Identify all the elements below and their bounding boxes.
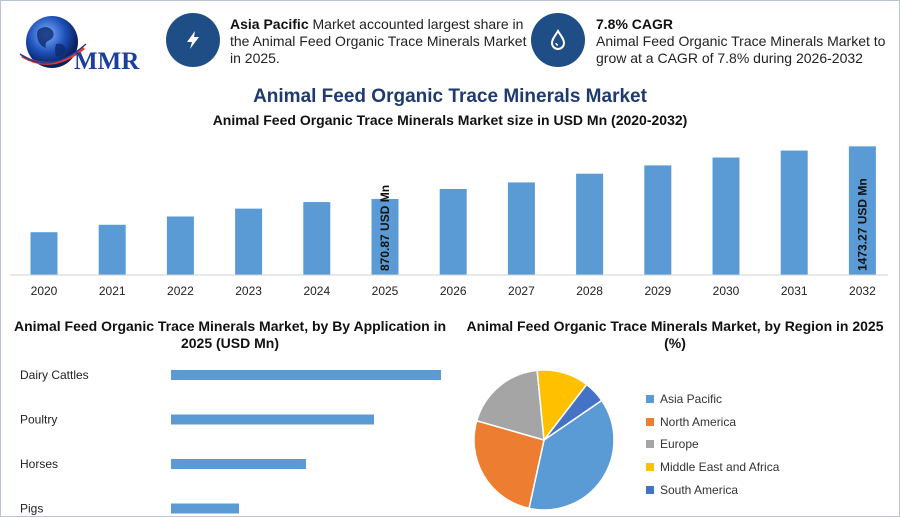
bar-2028 — [576, 173, 604, 275]
info-region-text: Market accounted largest share in the An… — [230, 16, 527, 66]
lightning-icon — [166, 13, 220, 67]
bar-2024 — [303, 202, 331, 275]
legend-label: South America — [660, 482, 739, 497]
bar-2032 — [848, 146, 876, 275]
x-tick-label: 2020 — [31, 284, 58, 298]
hbar-dairy-cattles — [171, 370, 441, 380]
y-tick-label: Pigs — [20, 502, 43, 516]
info-cagr-bold: 7.8% CAGR — [596, 16, 674, 32]
x-tick-label: 2029 — [644, 284, 671, 298]
bar-2031 — [780, 150, 808, 275]
x-tick-label: 2032 — [849, 284, 876, 298]
hbar-horses — [171, 459, 306, 469]
bar-2030 — [712, 157, 740, 275]
x-tick-label: 2028 — [576, 284, 603, 298]
y-tick-label: Horses — [20, 457, 58, 471]
bar-2022 — [166, 216, 194, 275]
pie-legend: Asia Pacific North America Europe Middle Ea… — [646, 388, 779, 501]
region-pie-chart — [473, 369, 615, 511]
legend-item: South America — [646, 478, 779, 501]
logo-text: MMR — [74, 48, 140, 75]
y-tick-label: Dairy Cattles — [20, 368, 89, 382]
legend-item: North America — [646, 411, 779, 434]
legend-item: Europe — [646, 433, 779, 456]
legend-item: Middle East and Africa — [646, 456, 779, 479]
x-tick-label: 2023 — [235, 284, 262, 298]
legend-swatch — [646, 440, 654, 449]
bar-2029 — [644, 165, 672, 275]
x-tick-label: 2030 — [713, 284, 740, 298]
bar-data-label: 870.87 USD Mn — [378, 185, 392, 271]
bar-2020 — [30, 232, 58, 275]
bar-2025 — [371, 198, 399, 275]
legend-label: North America — [660, 414, 737, 429]
legend-item: Asia Pacific — [646, 388, 779, 411]
x-tick-label: 2031 — [781, 284, 808, 298]
market-size-bar-chart: 2020 2021 2022 2023 2024 2025 870.87 USD Mn 202… — [10, 146, 888, 298]
main-title: Animal Feed Organic Trace Minerals Marke… — [253, 86, 647, 107]
drop-icon — [531, 13, 585, 67]
legend-swatch — [646, 395, 654, 404]
mmr-logo: MMR — [12, 8, 142, 78]
legend-label: Asia Pacific — [660, 392, 723, 407]
bar-2021 — [98, 224, 126, 275]
application-bar-chart: Dairy Cattles Poultry Horses Pigs — [20, 368, 441, 516]
application-chart-title: Animal Feed Organic Trace Minerals Marke… — [13, 318, 447, 351]
bar-2027 — [507, 182, 535, 275]
pie-slice-north-america — [473, 419, 545, 510]
x-tick-label: 2021 — [99, 284, 126, 298]
x-tick-label: 2027 — [508, 284, 535, 298]
x-tick-label: 2026 — [440, 284, 467, 298]
bar-data-label: 1473.27 USD Mn — [855, 178, 869, 271]
legend-swatch — [646, 417, 654, 426]
globe-icon — [19, 16, 87, 68]
pie-slice-europe — [475, 369, 545, 442]
info-region-share: Asia Pacific Market accounted largest sh… — [230, 16, 530, 67]
x-tick-label: 2022 — [167, 284, 194, 298]
info-region-bold: Asia Pacific — [230, 16, 309, 32]
legend-label: Europe — [660, 437, 699, 452]
bar-2023 — [235, 208, 263, 275]
legend-swatch — [646, 463, 654, 472]
x-tick-label: 2024 — [303, 284, 330, 298]
info-cagr-text: Animal Feed Organic Trace Minerals Marke… — [596, 33, 886, 66]
region-chart-title: Animal Feed Organic Trace Minerals Marke… — [466, 318, 884, 351]
x-tick-label: 2025 — [372, 284, 399, 298]
bar-2026 — [439, 188, 467, 275]
legend-swatch — [646, 485, 654, 494]
legend-label: Middle East and Africa — [660, 460, 780, 475]
hbar-poultry — [171, 414, 374, 425]
info-cagr: 7.8% CAGR Animal Feed Organic Trace Miner… — [596, 16, 896, 67]
bar-chart-title: Animal Feed Organic Trace Minerals Marke… — [212, 112, 688, 128]
hbar-pigs — [171, 503, 239, 514]
y-tick-label: Poultry — [20, 413, 57, 427]
pie-slice-south-america — [543, 383, 603, 441]
pie-slice-asia-pacific — [528, 399, 615, 511]
